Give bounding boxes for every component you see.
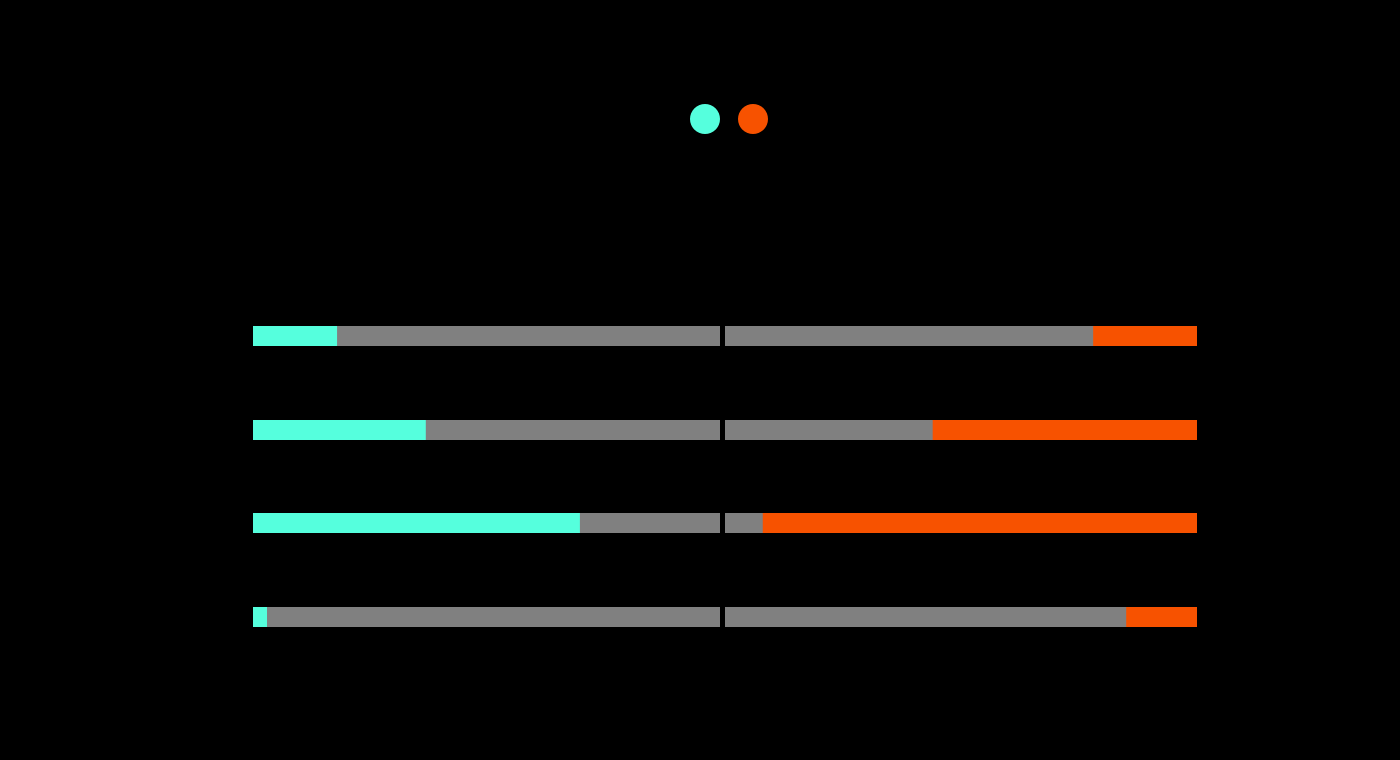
bar-right: [762, 513, 1197, 533]
bar-left: [253, 607, 268, 627]
bar-left: [253, 326, 338, 346]
track-left: [253, 326, 720, 346]
track-right: [725, 326, 1197, 346]
bar-left: [253, 420, 426, 440]
bar-right: [1093, 326, 1197, 346]
legend-swatch: [690, 104, 720, 134]
bar-right: [1126, 607, 1197, 627]
track-left: [253, 607, 720, 627]
bar-left: [253, 513, 580, 533]
legend-swatch: [738, 104, 768, 134]
bar-right: [932, 420, 1197, 440]
track-right: [725, 607, 1197, 627]
